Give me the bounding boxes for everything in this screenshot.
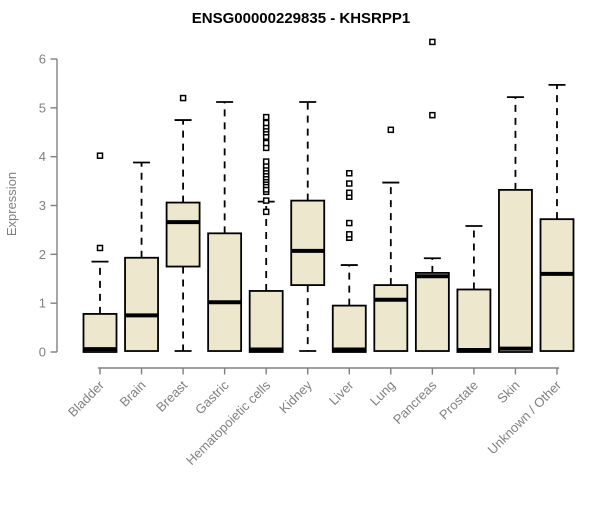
box-kidney — [290, 199, 326, 286]
boxplot-group-kidney — [290, 101, 326, 352]
boxplot-group-hematopoietic-cells — [248, 113, 284, 353]
x-tick-label-skin: Skin — [494, 378, 522, 406]
outlier-hematopoietic-cells-19 — [262, 119, 270, 127]
box-hematopoietic-cells — [248, 290, 284, 353]
x-tick-label-pancreas: Pancreas — [390, 377, 440, 427]
box-prostate — [456, 288, 492, 353]
box-gastric — [207, 232, 243, 352]
y-tick-label-1: 1 — [39, 296, 46, 311]
y-tick-label-2: 2 — [39, 247, 46, 262]
y-tick-label-4: 4 — [39, 149, 46, 164]
outlier-liver-5 — [346, 180, 353, 187]
outlier-liver-4 — [346, 189, 353, 197]
y-tick-label-3: 3 — [39, 198, 46, 213]
x-tick-label-lung: Lung — [367, 378, 398, 409]
box-pancreas — [414, 271, 450, 352]
y-axis: 0 1 2 3 4 5 6 — [39, 52, 58, 360]
outlier-pancreas-0 — [429, 111, 436, 119]
x-tick-label-kidney: Kidney — [276, 377, 315, 416]
x-tick-label-bladder: Bladder — [65, 377, 108, 420]
outlier-lung-0 — [387, 126, 395, 134]
y-axis-title: Expression — [4, 172, 19, 236]
y-tick-label-6: 6 — [39, 52, 46, 67]
x-tick-label-prostate: Prostate — [436, 378, 481, 423]
boxplot-group-liver — [331, 170, 367, 353]
boxplot-group-pancreas — [414, 38, 450, 352]
boxplot-group-brain — [124, 161, 159, 352]
box-skin — [498, 188, 533, 353]
boxplot-group-lung — [373, 126, 409, 352]
outlier-bladder-1 — [96, 152, 104, 159]
box-liver — [331, 304, 367, 353]
x-tick-label-breast: Breast — [153, 377, 190, 414]
boxplot-group-bladder — [82, 152, 118, 353]
x-tick-label-unknown-other: Unknown / Other — [485, 377, 565, 457]
plot-area — [82, 38, 575, 353]
x-tick-label-liver: Liver — [326, 377, 357, 408]
outlier-hematopoietic-cells-20 — [262, 113, 270, 121]
outlier-hematopoietic-cells-14 — [262, 139, 270, 147]
x-tick-label-gastric: Gastric — [192, 377, 232, 417]
y-tick-label-5: 5 — [39, 100, 46, 115]
outlier-pancreas-1 — [429, 38, 436, 46]
box-bladder — [82, 313, 118, 353]
box-lung — [373, 284, 409, 352]
outlier-bladder-0 — [96, 244, 104, 252]
boxplot-group-breast — [165, 94, 201, 352]
outlier-hematopoietic-cells-1 — [262, 197, 270, 204]
chart-title: ENSG00000229835 - KHSRPP1 — [192, 10, 410, 27]
y-tick-label-0: 0 — [39, 345, 46, 360]
box-unknown-other — [539, 218, 575, 352]
outlier-hematopoietic-cells-0 — [262, 208, 270, 216]
x-tick-label-brain: Brain — [117, 378, 149, 410]
box-brain — [124, 256, 159, 352]
outlier-liver-2 — [346, 219, 353, 227]
boxplot-group-prostate — [456, 225, 492, 353]
box-breast — [165, 201, 201, 268]
boxplot-group-gastric — [207, 101, 243, 352]
outlier-hematopoietic-cells-12 — [262, 158, 270, 165]
outlier-liver-1 — [346, 231, 353, 238]
outlier-breast-0 — [179, 94, 187, 102]
boxplot-group-unknown-other — [539, 83, 575, 352]
boxplot-group-skin — [498, 96, 533, 353]
outlier-liver-6 — [346, 170, 353, 177]
